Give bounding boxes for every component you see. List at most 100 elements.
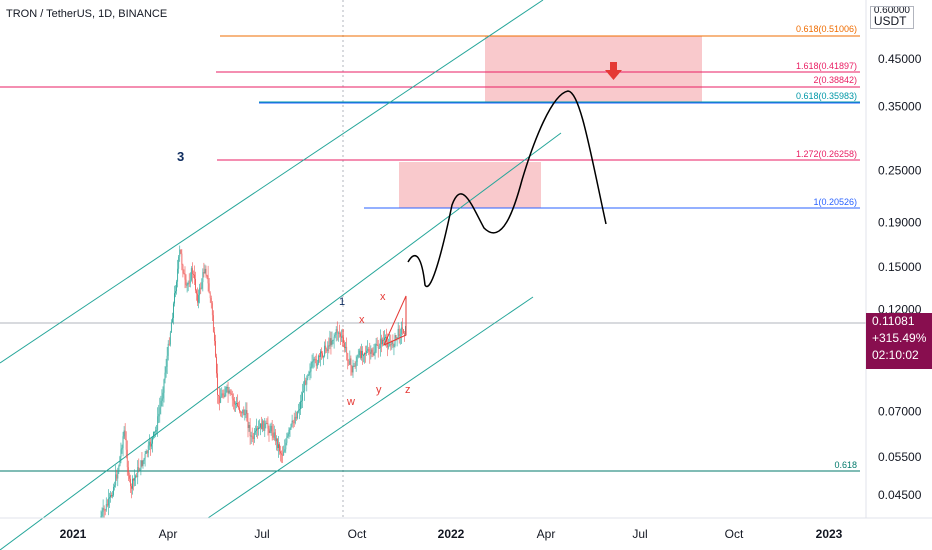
candle-body bbox=[141, 460, 143, 466]
candle-body bbox=[400, 327, 402, 335]
candle-body bbox=[336, 329, 338, 334]
candle-body bbox=[288, 429, 290, 434]
candle-body bbox=[251, 435, 253, 437]
candle-body bbox=[366, 350, 368, 354]
candle-body bbox=[100, 516, 102, 518]
candle-body bbox=[132, 478, 133, 489]
upper-target-zone bbox=[485, 36, 702, 102]
candle-body bbox=[250, 435, 252, 437]
candle-body bbox=[123, 430, 125, 437]
x-tick-label: Jul bbox=[254, 527, 269, 541]
candle-body bbox=[258, 427, 259, 430]
candle-body bbox=[199, 287, 201, 296]
candle-body bbox=[347, 353, 349, 362]
candle-body bbox=[259, 427, 260, 429]
candle-body bbox=[162, 392, 164, 399]
candle-body bbox=[256, 428, 257, 431]
candle-body bbox=[109, 497, 110, 499]
candle-body bbox=[346, 346, 348, 354]
candle-body bbox=[385, 336, 386, 338]
candle-body bbox=[138, 467, 140, 471]
candle-body bbox=[153, 432, 154, 438]
wave-label-1: 1 bbox=[339, 296, 345, 308]
candle-body bbox=[186, 284, 188, 286]
candle-body bbox=[206, 275, 208, 277]
candle-body bbox=[285, 442, 287, 450]
currency-name: USDT bbox=[873, 14, 907, 28]
candle-body bbox=[249, 424, 251, 437]
candle-body bbox=[338, 332, 340, 334]
candle-body bbox=[202, 272, 204, 283]
candle-body bbox=[358, 350, 360, 356]
currency-top-price: 0.60000 bbox=[873, 7, 910, 15]
candle-body bbox=[113, 486, 114, 496]
candle-body bbox=[314, 358, 316, 360]
candle-body bbox=[266, 423, 268, 425]
candle-body bbox=[169, 332, 171, 345]
candle-body bbox=[287, 433, 289, 437]
candle-body bbox=[105, 504, 107, 511]
candle-body bbox=[293, 422, 295, 424]
candle-body bbox=[163, 379, 165, 393]
candle-body bbox=[359, 350, 361, 358]
candle-body bbox=[361, 350, 362, 358]
currency-label[interactable]: 0.60000 USDT bbox=[869, 6, 914, 29]
candle-body bbox=[158, 413, 160, 417]
candle-body bbox=[174, 293, 175, 304]
candle-body bbox=[211, 303, 213, 316]
candle-body bbox=[155, 430, 156, 432]
candle-body bbox=[102, 508, 104, 512]
candle-body bbox=[120, 449, 122, 457]
candle-body bbox=[368, 348, 370, 352]
candle-body bbox=[149, 441, 151, 447]
candle-body bbox=[292, 420, 294, 423]
candle-body bbox=[324, 345, 326, 357]
candle-body bbox=[122, 436, 124, 448]
candle-body bbox=[383, 339, 384, 341]
candle-body bbox=[118, 465, 120, 472]
price-axis[interactable]: 0.45000 0.35000 0.25000 0.19000 0.15000 0.120… bbox=[878, 52, 922, 502]
candle-body bbox=[180, 249, 182, 254]
candle-body bbox=[281, 453, 282, 455]
candle-body bbox=[233, 400, 235, 405]
x-tick-label: 2021 bbox=[60, 527, 87, 541]
candle-body bbox=[203, 272, 205, 274]
candle-body bbox=[197, 293, 198, 303]
candle-body bbox=[326, 349, 328, 352]
candle-body bbox=[252, 436, 254, 440]
candle-body bbox=[121, 447, 123, 450]
candle-body bbox=[333, 336, 335, 340]
candle-body bbox=[345, 346, 347, 349]
candle-body bbox=[323, 356, 324, 358]
candle-body bbox=[210, 298, 212, 304]
candle-body bbox=[191, 268, 193, 274]
candle-body bbox=[253, 432, 255, 440]
time-axis[interactable]: 2021 Apr Jul Oct 2022 Apr Jul Oct 2023 bbox=[60, 527, 843, 541]
channel-lower-line bbox=[207, 296, 534, 519]
candle-body bbox=[388, 346, 390, 348]
candle-body bbox=[291, 420, 293, 425]
candle-body bbox=[263, 420, 265, 431]
candle-body bbox=[242, 409, 244, 414]
candle-body bbox=[321, 351, 322, 354]
candle-body bbox=[380, 338, 382, 345]
candle-body bbox=[356, 356, 358, 363]
candle-body bbox=[107, 498, 109, 506]
candle-body bbox=[126, 449, 128, 468]
candle-body bbox=[295, 416, 297, 419]
candle-body bbox=[111, 495, 112, 497]
candle-body bbox=[302, 392, 303, 401]
candle-body bbox=[352, 365, 354, 373]
candle-body bbox=[200, 287, 202, 289]
candle-body bbox=[365, 353, 366, 355]
candle-body bbox=[125, 438, 127, 450]
fib-label-1618: 1.618(0.41897) bbox=[796, 61, 857, 71]
candle-body bbox=[217, 373, 218, 395]
candle-body bbox=[244, 413, 246, 416]
candle-body bbox=[172, 317, 173, 323]
candle-body bbox=[134, 478, 135, 481]
candle-body bbox=[201, 282, 203, 289]
candle-body bbox=[340, 333, 341, 337]
candle-body bbox=[305, 380, 307, 385]
